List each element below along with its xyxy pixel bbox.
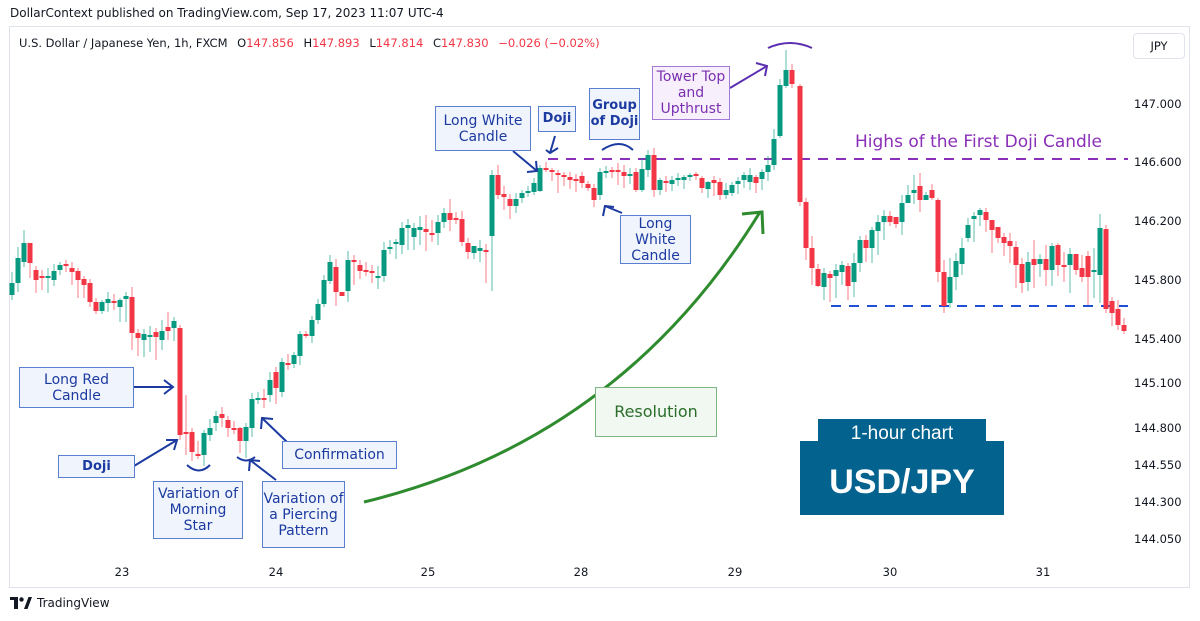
tradingview-brand[interactable]: TradingView — [10, 596, 110, 610]
y-tick: 146.600 — [1134, 155, 1182, 169]
annotation-doji-top: Doji — [538, 106, 576, 132]
x-tick: 30 — [882, 565, 898, 579]
y-tick: 144.800 — [1134, 421, 1182, 435]
change-value: −0.026 (−0.02%) — [498, 36, 600, 50]
annotation-confirmation: Confirmation — [282, 441, 397, 469]
y-tick: 144.300 — [1134, 495, 1182, 509]
y-tick: 145.100 — [1134, 376, 1182, 390]
symbol-legend: U.S. Dollar / Japanese Yen, 1h, FXCM O14… — [19, 36, 600, 50]
x-tick: 24 — [268, 565, 284, 579]
badge-title: USD/JPY — [800, 441, 1004, 515]
tradingview-logo-icon — [10, 597, 32, 609]
x-tick: 28 — [573, 565, 589, 579]
price-axis[interactable]: 147.000 146.600 146.200 145.800 145.400 … — [1128, 27, 1189, 587]
published-caption: DollarContext published on TradingView.c… — [10, 6, 444, 20]
annotation-tower-top: Tower Top and Upthrust — [652, 66, 730, 120]
symbol-name: U.S. Dollar / Japanese Yen, 1h, FXCM — [19, 36, 228, 50]
brand-label: TradingView — [37, 596, 110, 610]
y-tick: 146.200 — [1134, 214, 1182, 228]
close-value: 147.830 — [440, 36, 489, 50]
annotation-resolution: Resolution — [595, 387, 717, 437]
close-label: C — [432, 36, 441, 50]
annotation-highs-first-doji: Highs of the First Doji Candle — [855, 132, 1102, 152]
annotation-group-of-doji: Group of Doji — [589, 88, 640, 140]
x-tick: 29 — [727, 565, 743, 579]
timeframe-badge: USD/JPY 1-hour chart — [800, 419, 1004, 515]
y-tick: 145.800 — [1134, 273, 1182, 287]
x-tick: 25 — [420, 565, 436, 579]
tower-arrows — [729, 42, 813, 89]
chart-frame[interactable] — [9, 26, 1190, 588]
y-tick: 147.000 — [1134, 97, 1182, 111]
x-tick: 31 — [1035, 565, 1051, 579]
y-tick: 144.050 — [1134, 532, 1182, 546]
y-tick: 145.400 — [1134, 332, 1182, 346]
y-tick: 144.550 — [1134, 458, 1182, 472]
annotation-morning-star: Variation of Morning Star — [153, 481, 243, 539]
candles — [9, 50, 1127, 466]
resolution-arrow — [363, 210, 765, 504]
low-label: L — [369, 36, 376, 50]
high-value: 147.893 — [312, 36, 360, 50]
badge-subtitle: 1-hour chart — [818, 419, 986, 449]
annotation-long-red-candle: Long Red Candle — [19, 367, 134, 408]
open-label: O — [237, 36, 247, 50]
open-value: 147.856 — [246, 36, 294, 50]
low-value: 147.814 — [375, 36, 424, 50]
annotation-doji-left: Doji — [58, 455, 135, 478]
annotation-long-white-candle-1: Long White Candle — [435, 106, 531, 151]
currency-button[interactable]: JPY — [1133, 33, 1185, 59]
x-tick: 23 — [114, 565, 130, 579]
annotation-arrows — [133, 135, 634, 481]
annotation-long-white-candle-2: Long White Candle — [620, 215, 691, 264]
high-label: H — [303, 36, 313, 50]
annotation-piercing-pattern: Variation of a Piercing Pattern — [262, 481, 345, 548]
